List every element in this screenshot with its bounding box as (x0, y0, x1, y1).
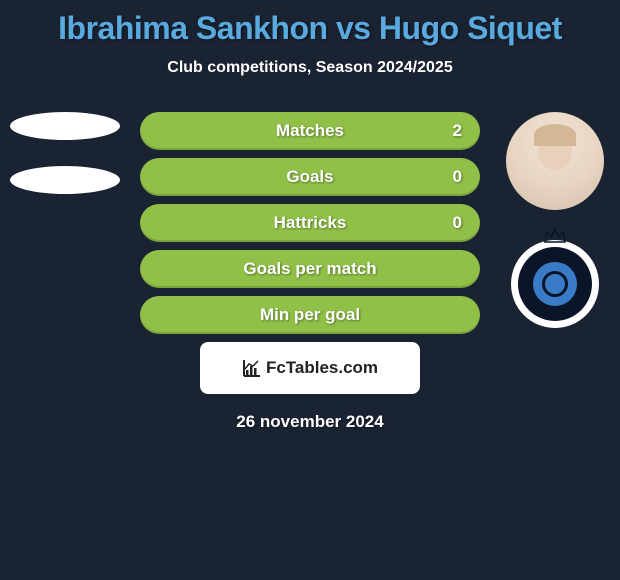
stat-label: Goals per match (243, 259, 376, 279)
stat-bar-goals-per-match: Goals per match (140, 250, 480, 288)
stat-bar-matches: Matches 2 (140, 112, 480, 150)
chart-icon (242, 358, 262, 378)
stat-value: 0 (453, 213, 462, 233)
stat-value: 2 (453, 121, 462, 141)
player-right-avatar (506, 112, 604, 210)
page-title: Ibrahima Sankhon vs Hugo Siquet (0, 0, 620, 47)
date-text: 26 november 2024 (10, 412, 610, 432)
comparison-content: Matches 2 Goals 0 Hattricks 0 Goals per … (0, 112, 620, 432)
subtitle: Club competitions, Season 2024/2025 (0, 59, 620, 77)
stat-value: 0 (453, 167, 462, 187)
club-badge-inner (518, 247, 592, 321)
club-badge (511, 240, 599, 328)
stat-label: Min per goal (260, 305, 360, 325)
stat-bar-min-per-goal: Min per goal (140, 296, 480, 334)
crown-icon (543, 228, 567, 244)
stat-bar-goals: Goals 0 (140, 158, 480, 196)
player-left-placeholder-2 (10, 166, 120, 194)
stat-bar-hattricks: Hattricks 0 (140, 204, 480, 242)
stat-label: Matches (276, 121, 344, 141)
stat-label: Goals (286, 167, 333, 187)
stat-label: Hattricks (274, 213, 347, 233)
player-left-placeholder-1 (10, 112, 120, 140)
source-logo-box: FcTables.com (200, 342, 420, 394)
player-left-column (10, 112, 120, 220)
player-right-column (500, 112, 610, 328)
source-logo-text: FcTables.com (266, 358, 378, 378)
stat-bars: Matches 2 Goals 0 Hattricks 0 Goals per … (140, 112, 480, 334)
